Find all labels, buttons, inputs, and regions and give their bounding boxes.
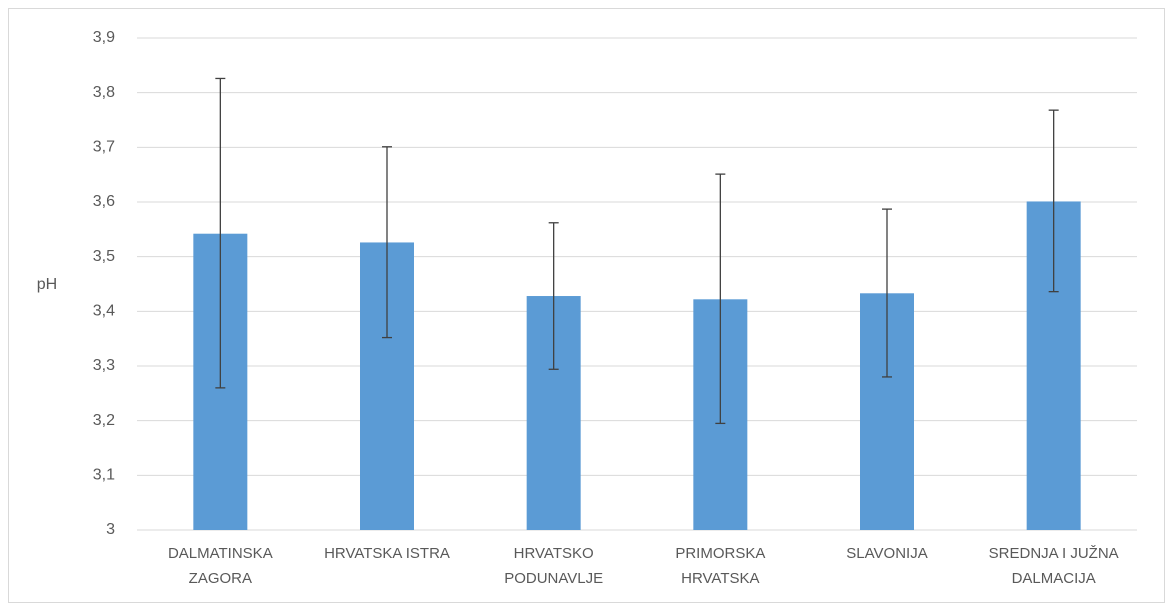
error-bar xyxy=(548,222,559,370)
error-bars xyxy=(215,77,1059,425)
y-tick-label: 3,2 xyxy=(93,412,115,429)
error-bar xyxy=(882,208,892,378)
error-bar xyxy=(382,146,392,339)
x-category-label: PRIMORSKA HRVATSKA xyxy=(675,545,765,587)
y-tick-label: 3,9 xyxy=(93,29,115,46)
gridlines xyxy=(137,37,1137,531)
y-tick-label: 3,5 xyxy=(93,248,115,265)
chart-frame xyxy=(8,8,1165,603)
y-tick-label: 3,7 xyxy=(93,139,115,156)
y-axis-title: pH xyxy=(37,276,57,293)
x-category-label: DALMATINSKA ZAGORA xyxy=(168,545,273,587)
y-tick-label: 3,1 xyxy=(93,467,115,484)
y-tick-label: 3,3 xyxy=(93,357,115,374)
y-tick-label: 3 xyxy=(106,521,115,538)
x-category-label: HRVATSKO PODUNAVLJE xyxy=(504,545,603,587)
y-axis-ticks: 3 3,1 3,2 3,3 3,4 3,5 3,6 3,7 3,8 3,9 xyxy=(93,29,115,538)
error-bar xyxy=(215,77,226,389)
x-category-label: HRVATSKA ISTRA xyxy=(324,545,450,562)
x-axis-categories: DALMATINSKA ZAGORA HRVATSKA ISTRA HRVATSKO P… xyxy=(168,545,1119,587)
error-bar xyxy=(715,173,726,425)
y-tick-label: 3,6 xyxy=(93,193,115,210)
x-category-label: SREDNJA I JUŽNA DALMACIJA xyxy=(989,545,1119,587)
y-tick-label: 3,4 xyxy=(93,303,115,320)
y-tick-label: 3,8 xyxy=(93,84,115,101)
error-bar xyxy=(1048,109,1059,293)
x-category-label: SLAVONIJA xyxy=(846,545,927,562)
